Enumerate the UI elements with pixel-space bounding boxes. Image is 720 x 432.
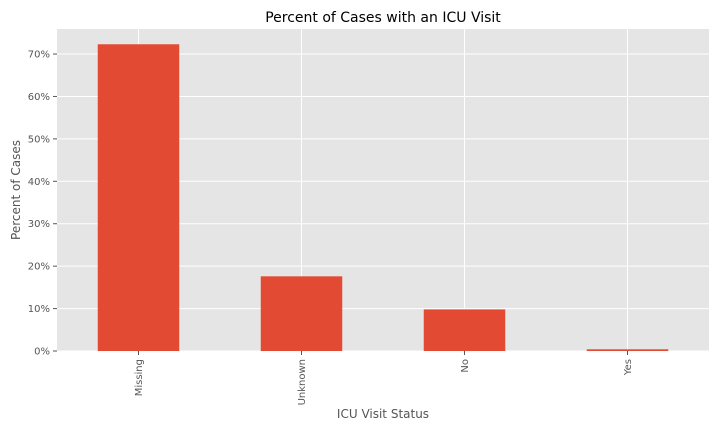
y-tick-label: 10% [28, 304, 50, 315]
chart-title: Percent of Cases with an ICU Visit [265, 10, 501, 26]
x-tick-label: Missing [134, 359, 145, 396]
bar-yes [586, 349, 669, 351]
x-tick-label: Yes [623, 359, 634, 376]
y-tick-label: 30% [28, 219, 50, 230]
bar-no [423, 309, 506, 351]
y-axis-label: Percent of Cases [9, 140, 23, 240]
bars [97, 44, 669, 351]
x-axis-ticks: Missing Unknown No Yes [134, 351, 634, 405]
bar-missing [97, 44, 180, 351]
x-tick-label: Unknown [297, 359, 308, 405]
y-tick-label: 50% [28, 134, 50, 145]
y-tick-label: 60% [28, 92, 50, 103]
y-tick-label: 0% [34, 347, 50, 358]
y-tick-label: 40% [28, 177, 50, 188]
y-axis-ticks: 0% 10% 20% 30% 40% 50% 60% 70% [28, 50, 57, 358]
x-tick-label: No [460, 359, 471, 373]
y-tick-label: 20% [28, 262, 50, 273]
x-axis-label: ICU Visit Status [337, 407, 429, 421]
bar-unknown [260, 276, 343, 351]
y-tick-label: 70% [28, 50, 50, 61]
